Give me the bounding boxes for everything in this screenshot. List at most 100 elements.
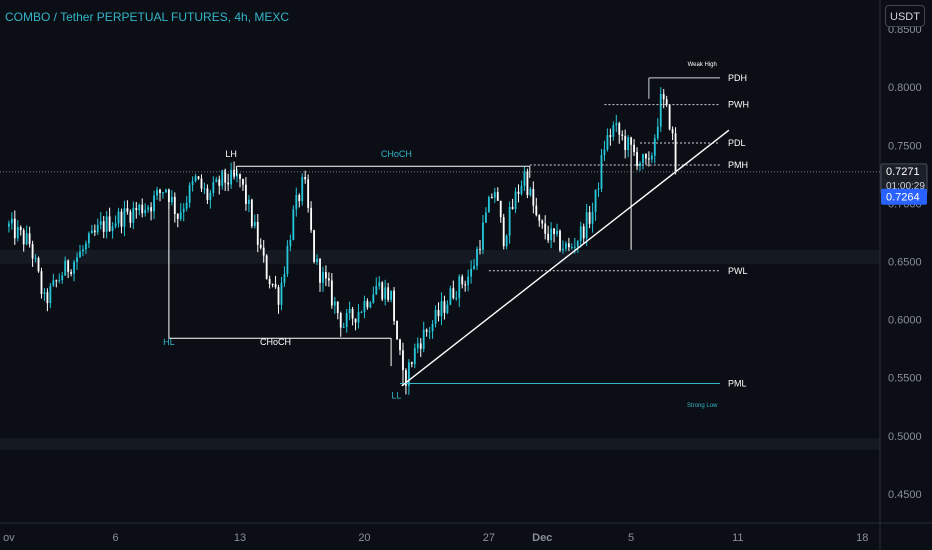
candle	[639, 161, 641, 171]
candle-body	[253, 221, 256, 227]
candle	[87, 231, 90, 249]
candle	[487, 195, 490, 213]
candle	[588, 206, 591, 229]
candle	[532, 181, 535, 214]
candle-body	[570, 246, 573, 248]
candle-body	[633, 144, 635, 153]
candle-body	[333, 301, 336, 306]
candle-body	[363, 300, 366, 313]
candle-body	[348, 308, 351, 314]
candle	[366, 298, 369, 310]
candle-body	[170, 196, 173, 203]
candle-body	[541, 220, 544, 224]
candle	[541, 219, 544, 229]
candle-body	[102, 221, 105, 232]
candle	[79, 244, 81, 258]
structure-label-choch: CHoCH	[260, 337, 291, 347]
candle	[221, 169, 224, 190]
structure-label-strong-low: Strong Low	[687, 403, 718, 409]
candle-body	[473, 265, 475, 269]
candle	[529, 186, 532, 197]
chart-title: COMBO / Tether PERPETUAL FUTURES, 4h, ME…	[5, 10, 290, 24]
candle-body	[61, 275, 64, 281]
candle-body	[585, 212, 588, 239]
candle-body	[156, 189, 158, 196]
candle	[242, 178, 244, 191]
candle	[19, 225, 22, 236]
structure-label-hl: HL	[163, 337, 175, 347]
candle-body	[437, 309, 440, 317]
candle	[325, 265, 327, 287]
candle-body	[499, 200, 502, 218]
candle	[129, 209, 132, 228]
candle-body	[34, 258, 37, 260]
candle-body	[600, 155, 603, 189]
candle-body	[111, 226, 114, 232]
candle	[123, 200, 126, 237]
candle-body	[93, 230, 96, 233]
candle	[40, 267, 43, 299]
candle-body	[319, 258, 321, 283]
candle	[603, 140, 606, 161]
candle	[310, 201, 313, 233]
candle-body	[422, 329, 425, 349]
candle	[485, 207, 487, 223]
candle	[22, 228, 25, 252]
candle	[16, 220, 19, 242]
candle	[390, 290, 393, 303]
candle	[556, 223, 558, 237]
candle	[165, 188, 167, 194]
candle-body	[99, 221, 102, 225]
candle-body	[357, 312, 360, 323]
candle-body	[556, 230, 558, 235]
candle	[375, 277, 378, 295]
candle	[218, 175, 221, 195]
candle-body	[19, 227, 22, 231]
candle-body	[407, 362, 410, 386]
currency-button[interactable]: USDT	[885, 5, 925, 27]
candle	[49, 282, 52, 309]
candle	[330, 273, 333, 309]
price-tick-label: 0.6000	[888, 315, 922, 327]
candle	[188, 182, 191, 208]
candle-body	[138, 204, 141, 211]
candle	[544, 215, 547, 240]
candle	[650, 152, 653, 163]
structure-label-weak-high: Weak High	[688, 62, 717, 68]
candle-body	[129, 211, 132, 223]
candle	[13, 210, 16, 245]
candle-body	[562, 248, 564, 251]
candle	[410, 361, 413, 368]
candle-body	[153, 195, 155, 212]
candle	[606, 128, 609, 152]
candle	[253, 214, 256, 229]
candle	[458, 274, 461, 307]
candle	[292, 205, 295, 241]
candle-body	[286, 245, 289, 274]
candle	[645, 153, 647, 165]
candle-body	[22, 230, 25, 245]
candle	[363, 295, 366, 319]
candle	[470, 260, 473, 284]
candle-body	[188, 185, 191, 203]
candle-body	[212, 182, 215, 193]
candle-body	[301, 176, 304, 202]
candle-body	[428, 331, 431, 333]
candle-body	[304, 176, 307, 180]
candle	[511, 198, 514, 210]
candle	[170, 190, 173, 206]
candle	[576, 239, 579, 253]
candle-body	[250, 199, 253, 227]
price-tick-label: 0.6500	[888, 257, 922, 269]
candle	[200, 174, 203, 192]
candle-body	[576, 241, 579, 247]
candle-body	[292, 209, 295, 240]
candle-body	[351, 308, 354, 319]
candle-body	[523, 171, 526, 186]
candle-body	[582, 226, 585, 239]
candle-body	[668, 104, 671, 130]
candle	[159, 188, 161, 202]
candle	[28, 226, 31, 248]
